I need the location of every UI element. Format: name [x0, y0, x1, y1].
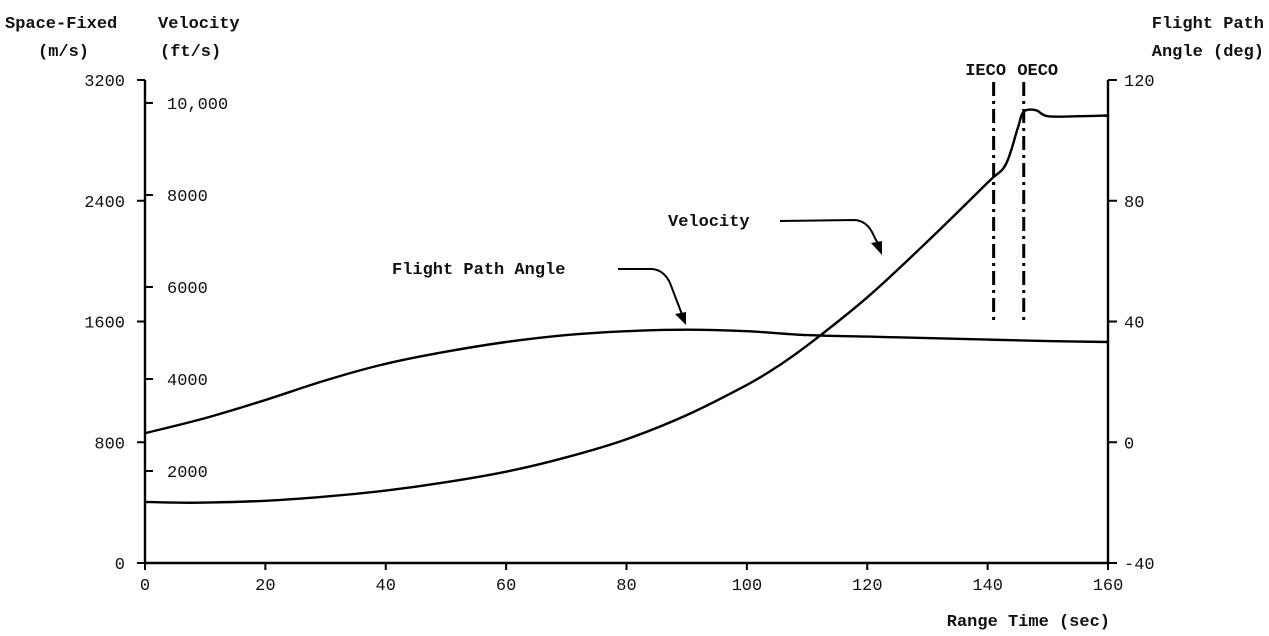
- right-tick-label: -40: [1124, 556, 1155, 575]
- series-line-flight-path-angle: [143, 328, 1110, 435]
- series-line-velocity: [143, 108, 1110, 504]
- left-fts-tick-label: 2000: [167, 464, 208, 483]
- left-ms-tick-label: 2400: [84, 194, 125, 213]
- x-tick-label: 160: [1093, 577, 1124, 596]
- tick-group: 0 20 40 60 80 100 120 140 1600800160024003200200…: [84, 73, 1154, 596]
- left-axis-title-fts-line2: (ft/s): [160, 43, 221, 62]
- event-label-oeco: OECO: [1017, 62, 1058, 81]
- event-label-ieco: IECO: [965, 62, 1006, 81]
- event-markers: IECO OECO: [965, 62, 1058, 325]
- x-tick-label: 20: [255, 577, 275, 596]
- right-tick-label: 80: [1124, 194, 1144, 213]
- x-tick-label: 100: [732, 577, 763, 596]
- left-fts-tick-label: 10,000: [167, 96, 228, 115]
- x-tick-label: 120: [852, 577, 883, 596]
- right-tick-label: 0: [1124, 435, 1134, 454]
- left-fts-tick-label: 6000: [167, 280, 208, 299]
- right-axis-title-line1: Flight Path: [1152, 15, 1264, 34]
- left-fts-tick-label: 8000: [167, 188, 208, 207]
- left-fts-tick-label: 4000: [167, 372, 208, 391]
- velocity-leader-line: [779, 218, 881, 249]
- left-ms-tick-label: 0: [115, 556, 125, 575]
- x-tick-label: 60: [496, 577, 516, 596]
- right-tick-label: 40: [1124, 315, 1144, 334]
- x-tick-label: 140: [972, 577, 1003, 596]
- flight-path-angle-leader-line: [618, 268, 684, 318]
- left-axis-title-ms-line2: (m/s): [38, 43, 89, 62]
- left-ms-tick-label: 800: [94, 435, 125, 454]
- x-tick-label: 0: [140, 577, 150, 596]
- annotation-velocity: Velocity: [668, 213, 750, 232]
- left-axis-title-fts-line1: Velocity: [158, 15, 240, 34]
- x-tick-label: 80: [616, 577, 636, 596]
- axes: [143, 80, 1110, 565]
- series-group: [143, 108, 1110, 504]
- left-axis-title-ms-line1: Space-Fixed: [5, 15, 117, 34]
- right-axis-title-line2: Angle (deg): [1152, 43, 1264, 62]
- velocity-leader-arrowhead: [871, 241, 882, 255]
- annotation-flight-path-angle: Flight Path Angle: [392, 261, 565, 280]
- right-tick-label: 120: [1124, 73, 1155, 92]
- x-axis-title: Range Time (sec): [947, 613, 1110, 632]
- left-ms-tick-label: 3200: [84, 73, 125, 92]
- x-tick-label: 40: [376, 577, 396, 596]
- flight-path-angle-leader-arrowhead: [675, 312, 686, 325]
- left-ms-tick-label: 1600: [84, 315, 125, 334]
